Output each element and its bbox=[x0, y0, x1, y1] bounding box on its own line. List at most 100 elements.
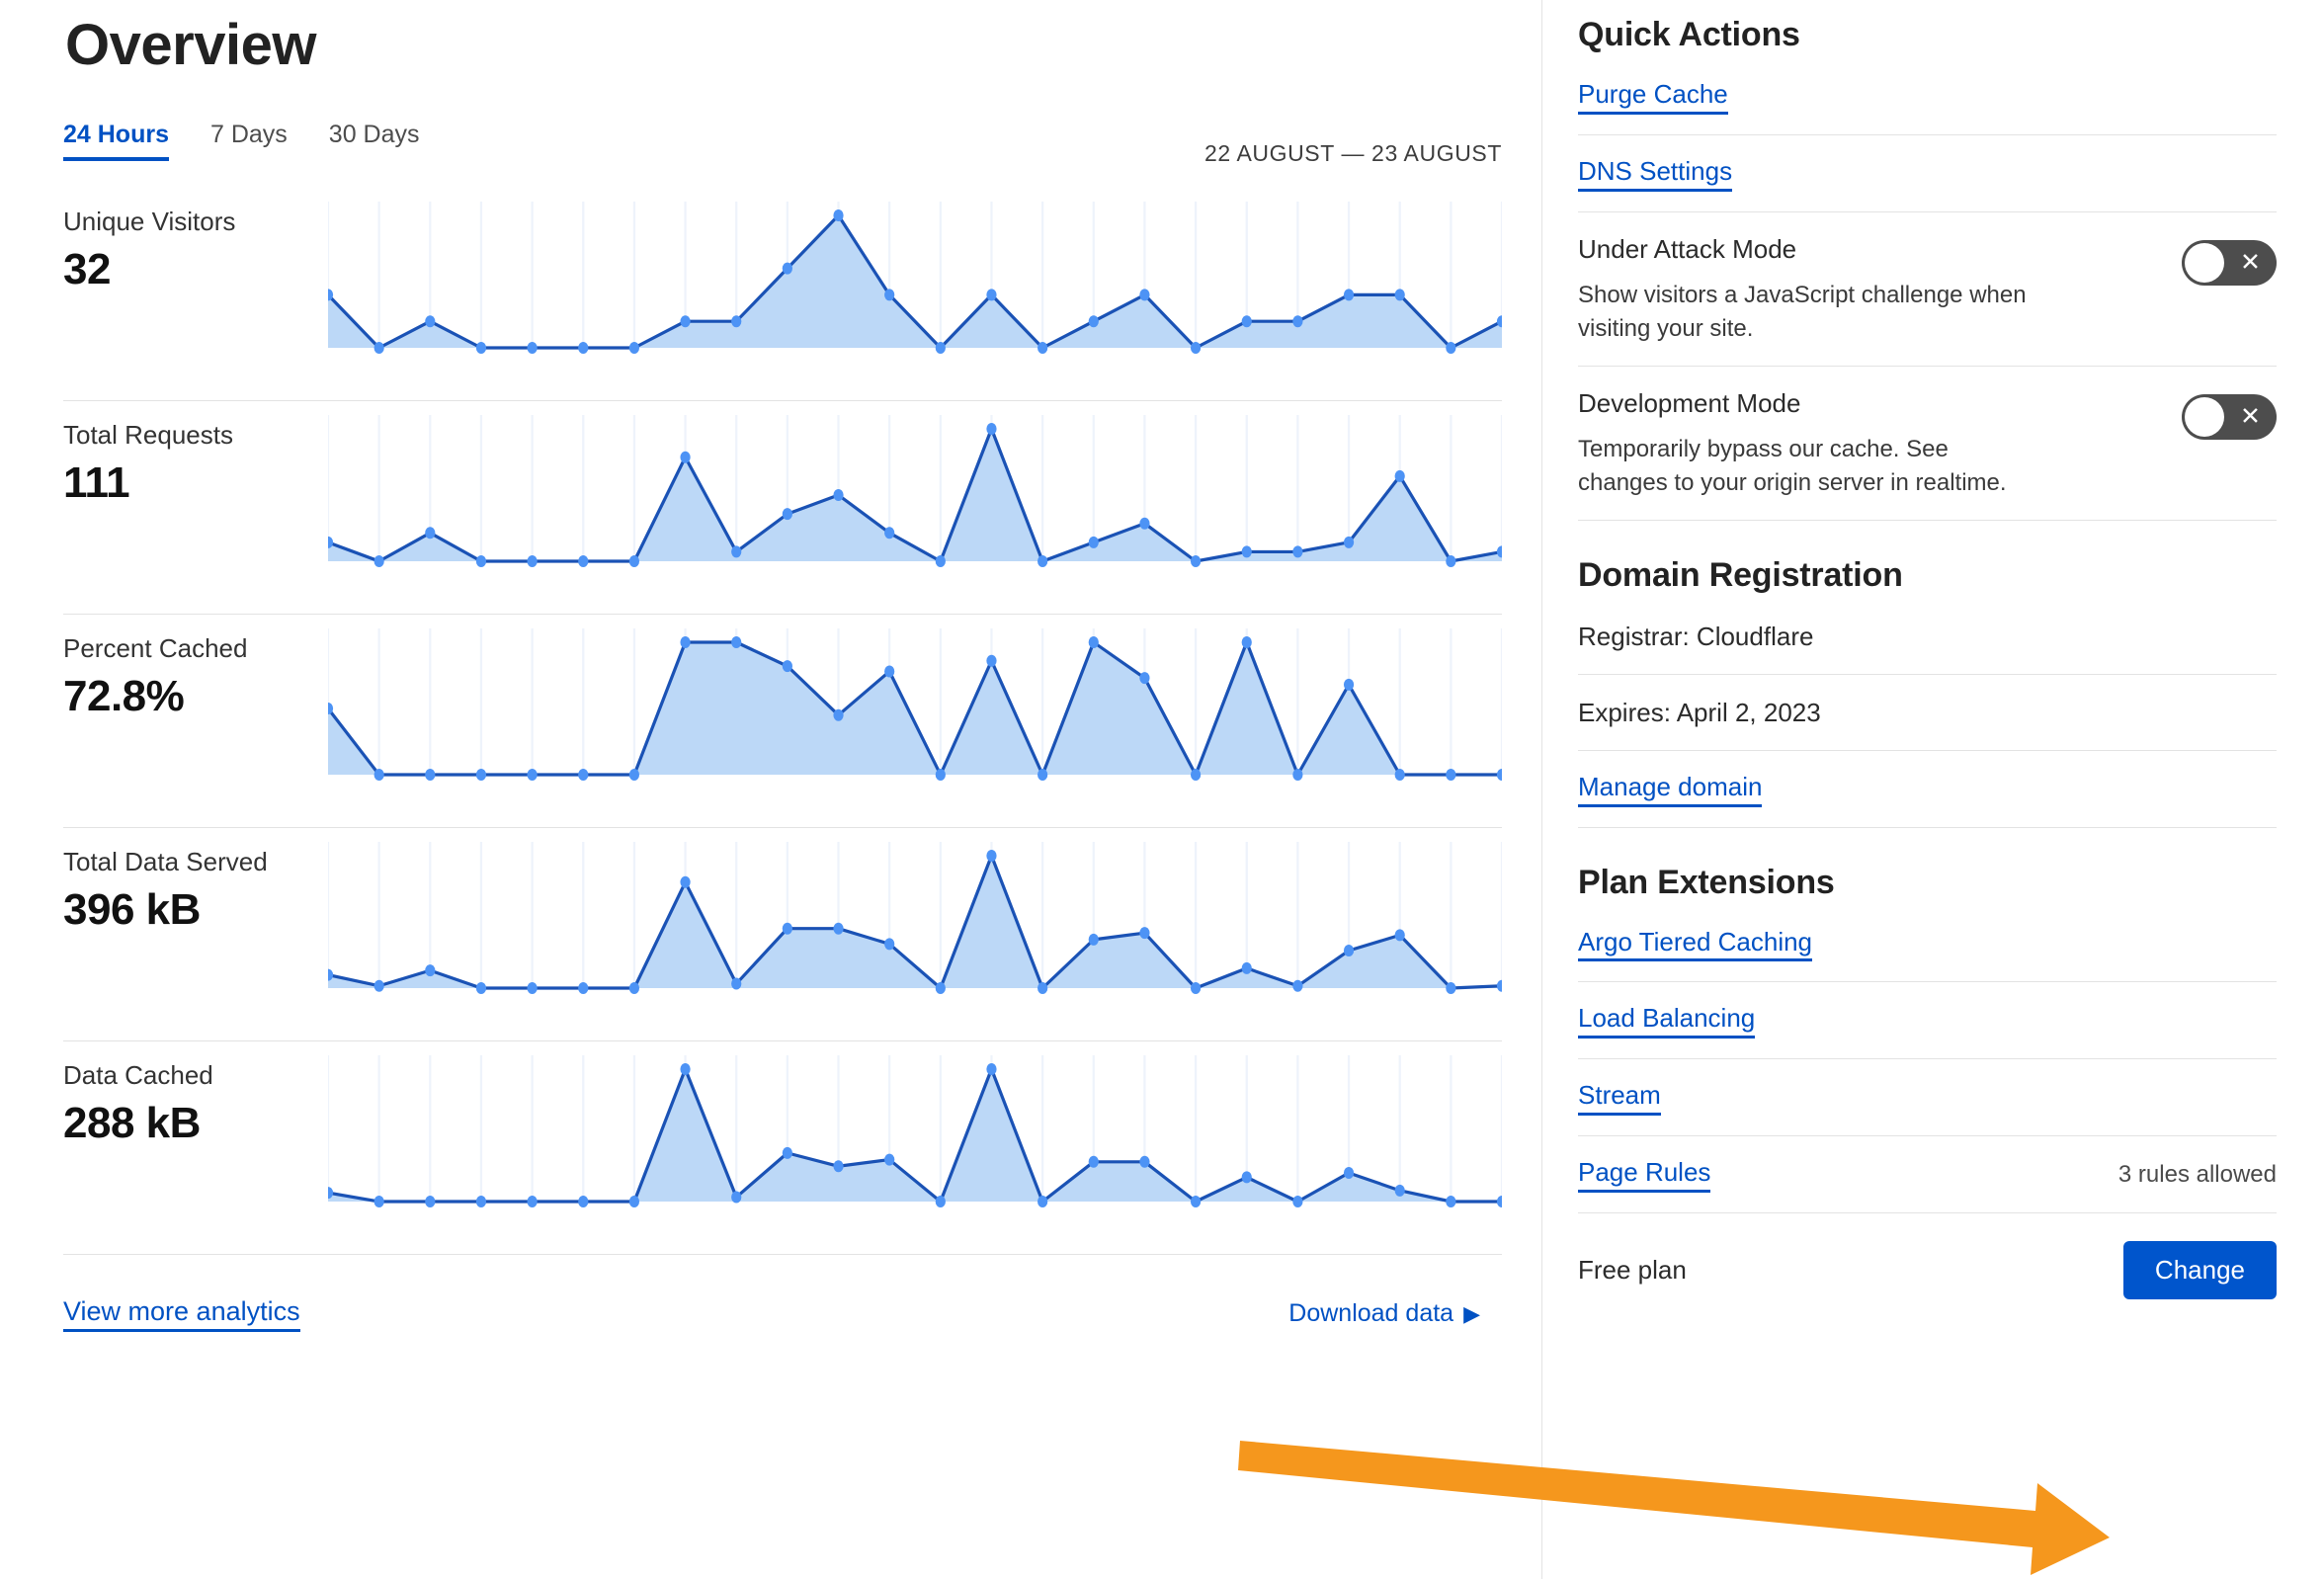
chart-data-point bbox=[833, 208, 844, 221]
chart-data-point bbox=[1343, 678, 1355, 691]
metric-label: Data Cached bbox=[63, 1059, 213, 1090]
under-attack-mode-toggle[interactable]: ✕ bbox=[2182, 239, 2277, 286]
chart-data-point bbox=[833, 708, 844, 721]
expires-row: Expires: April 2, 2023 bbox=[1578, 675, 2277, 751]
purge-cache-row: Purge Cache bbox=[1578, 54, 2277, 135]
chart-data-point bbox=[328, 289, 334, 301]
chart-data-point bbox=[1088, 1155, 1099, 1168]
chart-data-point bbox=[475, 554, 487, 567]
chart-data-point bbox=[1241, 1171, 1252, 1184]
metric-row-total-requests: Total Requests 111 bbox=[63, 401, 1502, 615]
sparkline-data-cached bbox=[328, 1041, 1502, 1229]
domain-registration-heading: Domain Registration bbox=[1578, 556, 1903, 595]
chart-data-point bbox=[1496, 979, 1502, 992]
analytics-footer-links: View more analytics Download data ▶ bbox=[63, 1296, 1502, 1332]
load-balancing-link[interactable]: Load Balancing bbox=[1578, 1004, 1756, 1039]
plan-row: Free plan Change bbox=[1578, 1213, 2277, 1300]
download-data-link[interactable]: Download data ▶ bbox=[1288, 1299, 1480, 1328]
development-mode-description: Temporarily bypass our cache. See change… bbox=[1578, 435, 2007, 497]
purge-cache-link[interactable]: Purge Cache bbox=[1578, 79, 1728, 115]
under-attack-mode-title: Under Attack Mode bbox=[1578, 233, 1797, 264]
chart-data-point bbox=[475, 1195, 487, 1207]
chart-data-point bbox=[527, 554, 538, 567]
chart-data-point bbox=[1446, 981, 1456, 994]
page-rules-link[interactable]: Page Rules bbox=[1578, 1157, 1711, 1194]
chart-data-point bbox=[1292, 768, 1303, 781]
chart-data-point bbox=[1038, 981, 1048, 994]
chart-data-point bbox=[1190, 1195, 1202, 1207]
registrar-row: Registrar: Cloudflare bbox=[1578, 595, 2277, 675]
argo-tiered-caching-row: Argo Tiered Caching bbox=[1578, 902, 2277, 983]
chart-area-fill bbox=[328, 214, 1502, 348]
metric-label: Total Requests bbox=[63, 419, 233, 450]
chart-data-point bbox=[1088, 933, 1099, 946]
development-mode-title: Development Mode bbox=[1578, 387, 1801, 418]
chart-data-point bbox=[527, 341, 538, 354]
chart-data-point bbox=[1139, 289, 1150, 301]
chart-data-point bbox=[1139, 517, 1150, 530]
chart-data-point bbox=[475, 981, 487, 994]
chart-data-point bbox=[1038, 1195, 1048, 1207]
chart-data-point bbox=[578, 768, 589, 781]
toggle-knob bbox=[2185, 242, 2224, 283]
chart-data-point bbox=[628, 768, 640, 781]
chart-data-point bbox=[935, 554, 946, 567]
metric-value: 288 kB bbox=[63, 1099, 201, 1148]
metric-value: 111 bbox=[63, 458, 130, 508]
tab-30-days[interactable]: 30 Days bbox=[328, 120, 420, 148]
metric-label: Total Data Served bbox=[63, 846, 268, 876]
chart-data-point bbox=[1241, 545, 1252, 558]
chart-data-point bbox=[425, 963, 436, 976]
dns-settings-link[interactable]: DNS Settings bbox=[1578, 156, 1733, 192]
chart-data-point bbox=[527, 768, 538, 781]
tab-7-days[interactable]: 7 Days bbox=[209, 120, 288, 148]
metrics-list: Unique Visitors 32 Total Requests 111 Pe… bbox=[63, 188, 1502, 1255]
metric-value: 396 kB bbox=[63, 885, 201, 935]
chart-data-points bbox=[328, 635, 1502, 781]
chart-data-point bbox=[628, 554, 640, 567]
metric-row-percent-cached: Percent Cached 72.8% bbox=[63, 615, 1502, 828]
chart-data-point bbox=[1190, 768, 1202, 781]
chart-line bbox=[328, 856, 1502, 988]
quick-actions-heading: Quick Actions bbox=[1578, 16, 1800, 53]
chart-data-point bbox=[1292, 314, 1303, 327]
chart-data-point bbox=[986, 1062, 997, 1075]
development-mode-toggle[interactable]: ✕ bbox=[2182, 393, 2277, 440]
stream-link[interactable]: Stream bbox=[1578, 1080, 1661, 1117]
manage-domain-link[interactable]: Manage domain bbox=[1578, 772, 1763, 807]
analytics-panel: Overview 24 Hours 7 Days 30 Days 22 AUGU… bbox=[63, 13, 1502, 1332]
stream-row: Stream bbox=[1578, 1059, 2277, 1137]
spacer bbox=[1578, 828, 2277, 864]
change-plan-button[interactable]: Change bbox=[2122, 1241, 2277, 1300]
chart-data-point bbox=[1241, 314, 1252, 327]
argo-tiered-caching-link[interactable]: Argo Tiered Caching bbox=[1578, 927, 1813, 962]
development-mode-row: Development Mode Temporarily bypass our … bbox=[1578, 367, 2277, 522]
metric-row-total-data-served: Total Data Served 396 kB bbox=[63, 828, 1502, 1041]
chart-data-point bbox=[1038, 554, 1048, 567]
page-title: Overview bbox=[65, 13, 316, 77]
chart-data-point bbox=[1496, 1195, 1502, 1207]
chart-data-point bbox=[986, 849, 997, 862]
chart-data-point bbox=[425, 314, 436, 327]
chart-data-point bbox=[935, 1195, 946, 1207]
chart-data-point bbox=[1139, 1155, 1150, 1168]
sparkline-percent-cached bbox=[328, 615, 1502, 802]
tab-24-hours[interactable]: 24 Hours bbox=[63, 121, 169, 161]
plan-extensions-heading: Plan Extensions bbox=[1578, 863, 1835, 901]
chart-data-point bbox=[680, 314, 691, 327]
close-x-icon: ✕ bbox=[2240, 248, 2261, 277]
chart-data-point bbox=[884, 938, 895, 951]
chart-area-fill bbox=[328, 1068, 1502, 1202]
chart-data-point bbox=[374, 554, 384, 567]
metric-info: Percent Cached 72.8% bbox=[63, 615, 328, 722]
view-more-analytics-link[interactable]: View more analytics bbox=[63, 1296, 300, 1332]
rules-allowed-label: 3 rules allowed bbox=[2117, 1161, 2277, 1189]
chart-data-point bbox=[731, 1191, 742, 1204]
chart-data-point bbox=[1343, 536, 1355, 548]
under-attack-mode-description: Show visitors a JavaScript challenge whe… bbox=[1578, 281, 2027, 342]
time-range-tabs: 24 Hours 7 Days 30 Days bbox=[63, 121, 1502, 166]
chart-data-point bbox=[1343, 1166, 1355, 1179]
chart-data-point bbox=[1241, 635, 1252, 648]
metric-info: Unique Visitors 32 bbox=[63, 188, 328, 295]
chart-data-point bbox=[833, 922, 844, 935]
